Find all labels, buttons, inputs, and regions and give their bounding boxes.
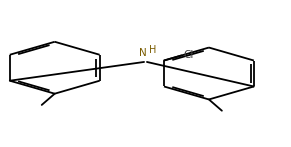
Text: N: N: [139, 48, 146, 58]
Text: Cl: Cl: [183, 50, 193, 60]
Text: H: H: [149, 45, 156, 55]
